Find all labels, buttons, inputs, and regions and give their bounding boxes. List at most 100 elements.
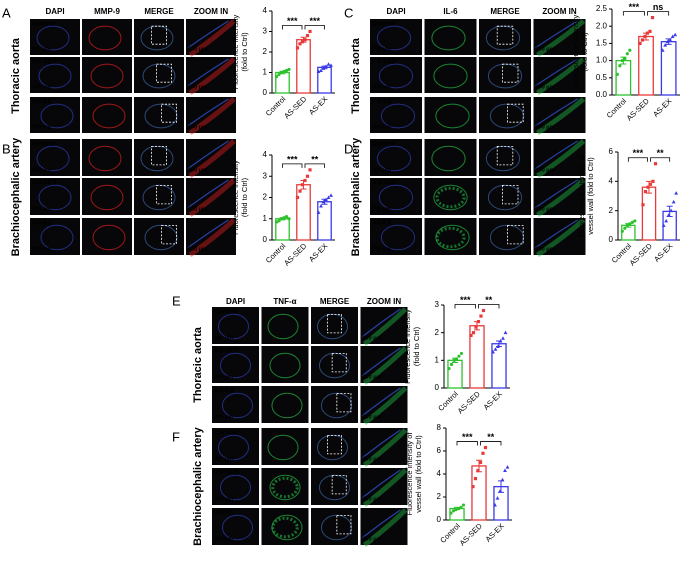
tissue-label: Thoracic aorta bbox=[10, 37, 22, 114]
zoom-box bbox=[496, 145, 514, 166]
vessel-ring bbox=[90, 184, 124, 211]
x-tick-label: AS-SED bbox=[625, 96, 652, 123]
zoom-box bbox=[507, 224, 524, 245]
scale-bar-label: 100 μm bbox=[188, 124, 207, 130]
vessel-ring bbox=[269, 352, 301, 379]
scale-bar-label: 200 μm bbox=[372, 124, 391, 130]
zoom-wall bbox=[362, 386, 408, 425]
data-point bbox=[630, 220, 634, 224]
row-label: AS-SED bbox=[372, 180, 397, 187]
data-point bbox=[645, 31, 650, 35]
scale-bar-label: 200 μm bbox=[372, 246, 391, 252]
vessel-ring bbox=[142, 63, 176, 89]
data-point bbox=[319, 68, 323, 72]
micrograph bbox=[261, 307, 309, 344]
micrograph bbox=[82, 19, 132, 55]
micrograph bbox=[533, 139, 586, 176]
y-axis-label: vessel wall (fold to Ctrl) bbox=[414, 435, 423, 513]
scale-bar-label: 200 μm bbox=[32, 46, 51, 52]
zoom-box bbox=[507, 103, 524, 123]
bar bbox=[641, 186, 657, 241]
data-point bbox=[471, 331, 476, 335]
micrograph bbox=[311, 386, 358, 423]
row-label: AS-SED bbox=[32, 180, 57, 187]
micrograph bbox=[186, 57, 236, 93]
data-point bbox=[321, 199, 326, 204]
data-point bbox=[329, 63, 333, 67]
micrograph bbox=[360, 468, 408, 505]
micrograph bbox=[30, 139, 80, 176]
y-tick-label: 3 bbox=[263, 27, 268, 36]
y-axis-label: (fold to Ctrl) bbox=[240, 32, 249, 72]
vessel-ring bbox=[267, 313, 299, 340]
data-point bbox=[274, 75, 279, 79]
zoom-box bbox=[151, 25, 167, 45]
y-tick-label: 0 bbox=[435, 383, 440, 392]
scale-bar-label: 100 μm bbox=[188, 167, 207, 173]
scale-bar-label: 200 μm bbox=[214, 456, 233, 462]
zoom-box bbox=[496, 25, 514, 45]
x-tick-label: AS-SED bbox=[282, 241, 309, 268]
data-point bbox=[305, 34, 310, 38]
micrograph bbox=[479, 139, 531, 176]
micrograph bbox=[370, 19, 422, 55]
data-point bbox=[295, 46, 300, 50]
scale-bar-label: 100 μm bbox=[536, 246, 555, 252]
micrograph bbox=[261, 468, 309, 505]
data-point bbox=[279, 70, 284, 75]
zoom-wall bbox=[362, 428, 408, 467]
micrograph bbox=[360, 508, 408, 545]
data-point bbox=[491, 350, 495, 354]
micrograph bbox=[370, 97, 422, 133]
zoom-box bbox=[331, 352, 347, 373]
micrograph bbox=[261, 508, 309, 545]
y-axis-label: (fold to Ctrl) bbox=[240, 177, 249, 217]
column-header: MERGE bbox=[320, 297, 350, 306]
significance-label: *** bbox=[462, 432, 473, 442]
column-header: DAPI bbox=[45, 7, 64, 16]
vessel-ring bbox=[431, 145, 466, 172]
zoom-box bbox=[501, 63, 519, 83]
zoom-wall-edge bbox=[535, 140, 579, 170]
bar bbox=[660, 41, 677, 96]
tissue-label: Brachiocephalic artery bbox=[350, 137, 362, 256]
y-axis-label: Fluorescence intensity of bbox=[577, 154, 586, 238]
data-point bbox=[282, 69, 286, 74]
row-label: AS-SED bbox=[32, 59, 57, 66]
vessel-ring bbox=[219, 352, 252, 379]
data-point bbox=[469, 333, 473, 338]
zoom-wall-edge bbox=[535, 219, 579, 249]
data-point bbox=[454, 357, 459, 361]
micrograph bbox=[186, 178, 236, 215]
vessel-ring bbox=[40, 103, 74, 129]
row-label: Control bbox=[32, 141, 55, 148]
row-label: AS-EX bbox=[214, 510, 235, 517]
zoom-box bbox=[156, 184, 172, 205]
zoom-wall-edge bbox=[362, 469, 401, 499]
x-tick-label: AS-EX bbox=[652, 241, 674, 263]
y-axis-label: Fluorescence intensity of bbox=[405, 432, 414, 516]
zoom-box bbox=[327, 434, 342, 455]
y-tick-label: 4 bbox=[263, 6, 268, 15]
micrograph bbox=[82, 97, 132, 133]
micrograph bbox=[186, 97, 236, 133]
micrograph bbox=[212, 468, 259, 505]
scale-bar-label: 100 μm bbox=[363, 335, 382, 341]
micrograph bbox=[134, 178, 184, 215]
row-label: AS-EX bbox=[372, 220, 393, 227]
vessel-ring bbox=[489, 224, 525, 251]
micrograph bbox=[533, 57, 586, 93]
micrograph bbox=[360, 386, 408, 423]
zoom-wall bbox=[536, 139, 586, 179]
scale-bar-label: 100 μm bbox=[536, 124, 555, 130]
zoom-box bbox=[336, 392, 352, 413]
micrograph bbox=[370, 178, 422, 215]
vessel-ring bbox=[489, 103, 525, 129]
vessel-ring bbox=[318, 352, 351, 379]
significance-bracket bbox=[647, 11, 670, 16]
zoom-wall-edge bbox=[362, 509, 401, 539]
micrograph bbox=[479, 97, 531, 133]
y-tick-label: 2 bbox=[263, 193, 268, 202]
data-point bbox=[625, 223, 629, 227]
vessel-ring bbox=[376, 145, 412, 172]
